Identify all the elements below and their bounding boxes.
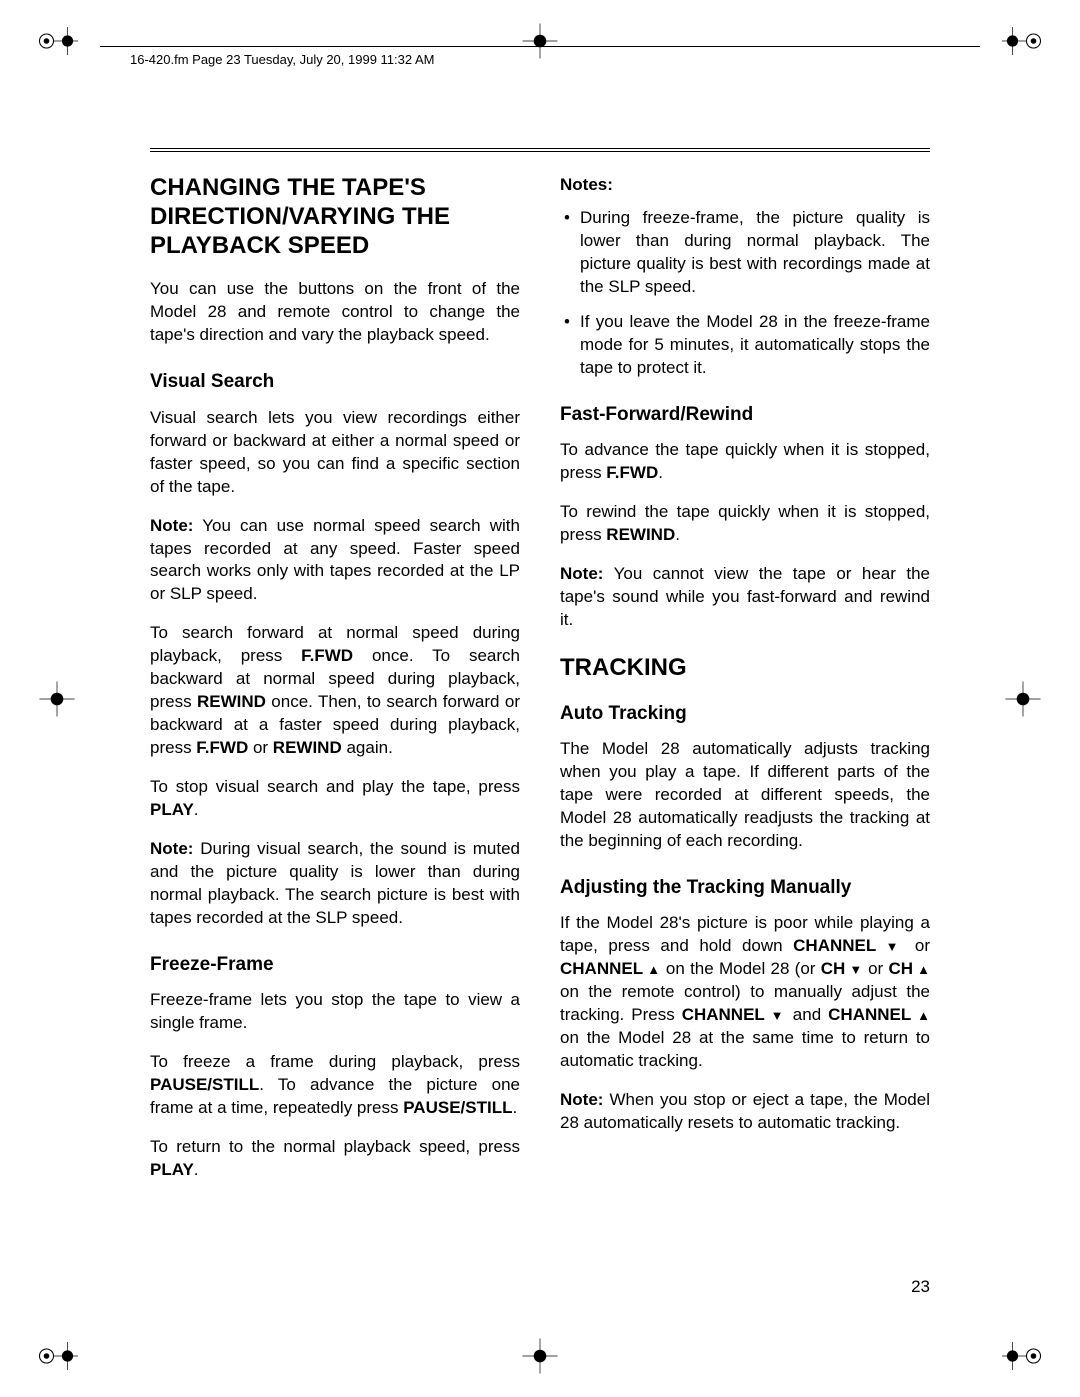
note-item-1: During freeze-frame, the picture quality… [580,207,930,299]
freeze-return: To return to the normal playback speed, … [150,1136,520,1182]
auto-tracking-desc: The Model 28 automatically adjusts track… [560,738,930,853]
right-column: Notes: During freeze-frame, the picture … [560,174,930,1198]
search-instructions: To search forward at normal speed during… [150,622,520,760]
left-column: CHANGING THE TAPE'S DIRECTION/VARYING TH… [150,174,520,1198]
intro-paragraph: You can use the buttons on the front of … [150,278,520,347]
note-label: Note: [150,516,193,535]
visual-search-note: Note: You can use normal speed search wi… [150,515,520,607]
crop-mark-mid-right [1002,678,1044,720]
heading-visual-search: Visual Search [150,369,520,395]
notes-heading: Notes: [560,174,930,197]
crop-mark-mid-left [36,678,78,720]
header-rule [100,46,980,47]
freeze-desc: Freeze-frame lets you stop the tape to v… [150,989,520,1035]
ff-instr: To advance the tape quickly when it is s… [560,439,930,485]
manual-tracking-note: Note: When you stop or eject a tape, the… [560,1089,930,1135]
heading-auto-tracking: Auto Tracking [560,701,930,727]
stop-search: To stop visual search and play the tape,… [150,776,520,822]
ff-note: Note: You cannot view the tape or hear t… [560,563,930,632]
heading-changing-tape: CHANGING THE TAPE'S DIRECTION/VARYING TH… [150,174,520,260]
freeze-instr: To freeze a frame during playback, press… [150,1051,520,1120]
notes-list: During freeze-frame, the picture quality… [560,207,930,380]
page-content: CHANGING THE TAPE'S DIRECTION/VARYING TH… [150,148,930,1297]
note-item-2: If you leave the Model 28 in the freeze-… [580,311,930,380]
search-note2: Note: During visual search, the sound is… [150,838,520,930]
visual-search-desc: Visual search lets you view recordings e… [150,407,520,499]
page-number: 23 [911,1277,930,1297]
heading-freeze-frame: Freeze-Frame [150,952,520,978]
crop-mark-top-right [1002,20,1044,62]
crop-mark-bottom-left [36,1335,78,1377]
top-rule [150,148,930,152]
crop-mark-top-left [36,20,78,62]
heading-tracking: TRACKING [560,654,930,683]
manual-tracking-desc: If the Model 28's picture is poor while … [560,912,930,1073]
rewind-instr: To rewind the tape quickly when it is st… [560,501,930,547]
crop-mark-bottom-right [1002,1335,1044,1377]
header-text: 16-420.fm Page 23 Tuesday, July 20, 1999… [130,52,435,67]
crop-mark-mid-bottom [519,1335,561,1377]
heading-ff-rewind: Fast-Forward/Rewind [560,402,930,428]
crop-mark-mid-top [519,20,561,62]
heading-manual-tracking: Adjusting the Tracking Manually [560,875,930,901]
note-text: You can use normal speed search with tap… [150,516,520,604]
